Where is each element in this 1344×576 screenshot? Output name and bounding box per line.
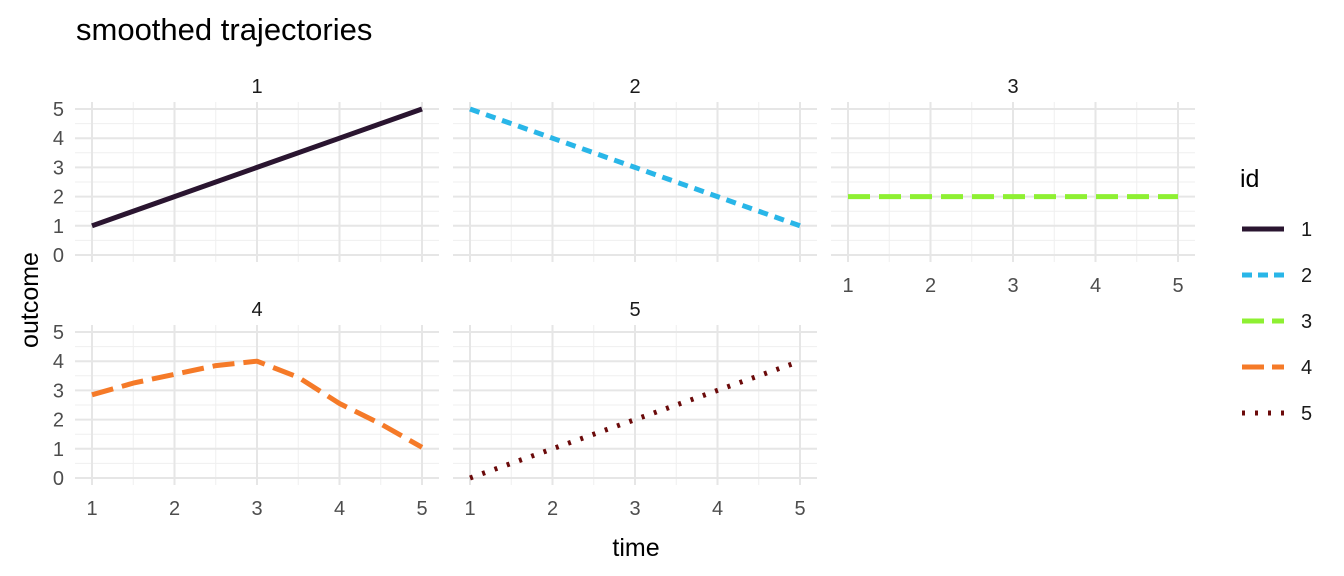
y-axis-title: outcome: [16, 252, 44, 348]
legend: id 1 2 3 4 5: [1240, 165, 1312, 425]
y-tick-label: 3: [53, 380, 64, 402]
y-tick-label: 0: [53, 245, 64, 267]
facet-label-1: 1: [251, 76, 262, 98]
y-tick-label: 4: [53, 128, 64, 150]
x-tick-label: 1: [86, 498, 97, 520]
y-tick-label: 1: [53, 439, 64, 461]
y-tick-label: 0: [53, 468, 64, 490]
x-tick-label: 1: [464, 498, 475, 520]
y-tick-label: 5: [53, 99, 64, 121]
x-tick-label: 3: [1007, 275, 1018, 297]
facet-panel-2: 2: [453, 76, 817, 262]
x-tick-label: 3: [629, 498, 640, 520]
y-tick-label: 3: [53, 157, 64, 179]
legend-item-1: 1: [1242, 219, 1312, 241]
y-tick-label: 2: [53, 187, 64, 209]
facet-label-3: 3: [1007, 76, 1018, 98]
chart-title: smoothed trajectories: [76, 12, 372, 47]
facet-panel-3: 3 1 2 3 4 5: [831, 76, 1195, 297]
legend-title: id: [1240, 165, 1259, 193]
x-tick-label: 5: [1172, 275, 1183, 297]
y-tick-label: 4: [53, 351, 64, 373]
x-tick-label: 3: [251, 498, 262, 520]
legend-label-2: 2: [1301, 265, 1312, 287]
x-tick-label: 5: [794, 498, 805, 520]
legend-label-4: 4: [1301, 357, 1312, 379]
legend-label-3: 3: [1301, 311, 1312, 333]
x-tick-label: 2: [547, 498, 558, 520]
x-tick-label: 2: [925, 275, 936, 297]
facet-panel-1: 1 0 1 2 3 4 5: [53, 76, 439, 267]
x-axis-title: time: [612, 534, 659, 562]
x-tick-label: 4: [1090, 275, 1101, 297]
facet-label-4: 4: [251, 299, 262, 321]
series-line-1: [91, 106, 423, 229]
legend-label-1: 1: [1301, 219, 1312, 241]
facet-panel-5: 5 1 2 3 4 5: [453, 299, 817, 520]
legend-label-5: 5: [1301, 403, 1312, 425]
facet-label-5: 5: [629, 299, 640, 321]
series-line-4: [91, 358, 424, 450]
facet-label-2: 2: [629, 76, 640, 98]
x-tick-label: 2: [169, 498, 180, 520]
y-tick-label: 1: [53, 216, 64, 238]
x-tick-label: 5: [416, 498, 427, 520]
x-tick-label: 4: [712, 498, 723, 520]
y-tick-label: 2: [53, 410, 64, 432]
x-tick-label: 4: [334, 498, 345, 520]
y-tick-label: 5: [53, 322, 64, 344]
series-line-2: [469, 106, 801, 229]
legend-item-4: 4: [1242, 357, 1312, 379]
x-tick-label: 1: [842, 275, 853, 297]
legend-item-3: 3: [1242, 311, 1312, 333]
legend-item-2: 2: [1242, 265, 1312, 287]
legend-item-5: 5: [1242, 403, 1312, 425]
